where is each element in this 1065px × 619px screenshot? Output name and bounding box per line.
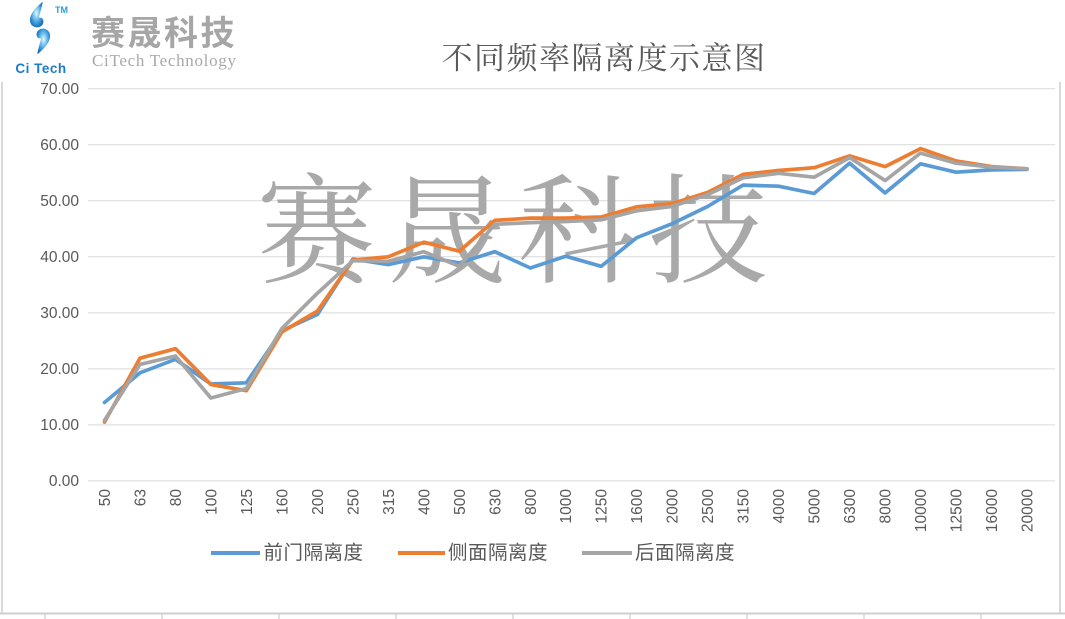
x-axis-label: 100 [203,489,220,515]
x-axis-label: 6300 [842,489,859,524]
x-axis-label: 50 [97,489,114,507]
y-axis-label: 0.00 [49,473,80,490]
y-axis-label: 50.00 [40,193,79,210]
y-axis-label: 20.00 [40,361,79,378]
x-axis-label: 3150 [736,489,753,524]
y-axis-label: 70.00 [40,81,79,98]
x-axis-label: 250 [345,489,362,515]
x-axis-label: 1000 [558,489,575,524]
x-axis-label: 1600 [629,489,646,524]
series-line-2 [102,151,1029,423]
legend-label-1[interactable]: 侧面隔离度 [448,536,548,565]
x-axis-label: 12500 [949,489,966,532]
x-axis-label: 1250 [594,489,611,524]
logo-tm-mark: TM [55,5,68,15]
y-axis-label: 10.00 [40,417,79,434]
x-axis-label: 20000 [1019,489,1036,532]
y-axis-label: 40.00 [40,249,79,266]
x-axis-label: 80 [168,489,185,507]
x-axis-label: 2500 [700,489,717,524]
x-axis-label: 5000 [807,489,824,524]
x-axis-label: 160 [274,489,291,515]
brand-subtitle: CiTech Technology [92,51,237,70]
x-axis-label: 800 [523,489,540,515]
x-axis-label: 63 [132,489,149,506]
brand-name: 赛晟科技 [91,6,237,55]
x-axis-label: 400 [416,489,433,515]
x-axis-label: 10000 [913,489,930,532]
x-axis-label: 8000 [878,489,895,524]
y-axis-label: 30.00 [40,305,79,322]
x-axis-label: 200 [310,489,327,515]
x-axis-label: 315 [381,489,398,515]
citech-logo-icon [29,1,51,55]
x-axis-label: 125 [239,489,256,515]
x-axis-label: 4000 [771,489,788,524]
y-axis-label: 60.00 [40,137,79,154]
x-axis-label: 500 [452,489,469,515]
x-axis-label: 2000 [665,489,682,524]
x-axis-label: 16000 [984,489,1001,532]
logo-wordmark: Ci Tech [15,61,67,76]
legend-label-2[interactable]: 后面隔离度 [635,536,735,565]
legend-label-0[interactable]: 前门隔离度 [264,536,364,565]
x-axis-label: 630 [487,489,504,515]
chart-title: 不同频率隔离度示意图 [441,33,767,78]
